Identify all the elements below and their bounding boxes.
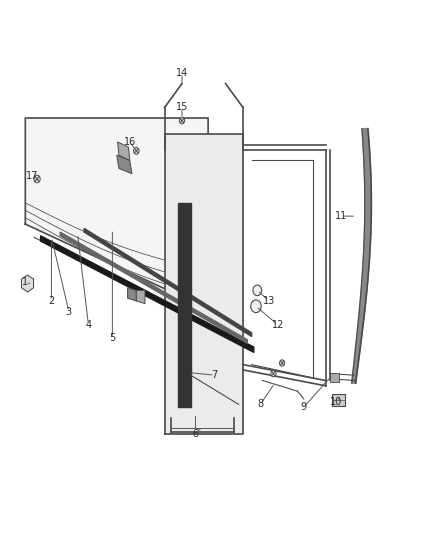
Polygon shape (178, 203, 191, 407)
Text: 5: 5 (109, 333, 116, 343)
Circle shape (279, 360, 285, 366)
Text: 16: 16 (124, 137, 136, 147)
Text: 4: 4 (85, 320, 92, 330)
Text: 1: 1 (22, 277, 28, 287)
Text: 2: 2 (48, 296, 55, 306)
Text: 11: 11 (335, 211, 347, 221)
Text: 17: 17 (26, 172, 38, 181)
Circle shape (251, 300, 261, 313)
Text: 6: 6 (192, 429, 198, 439)
Text: 3: 3 (66, 306, 72, 317)
Circle shape (34, 175, 40, 183)
Circle shape (180, 117, 185, 124)
Text: 10: 10 (330, 397, 343, 407)
Polygon shape (165, 134, 243, 433)
Polygon shape (21, 275, 34, 292)
Polygon shape (84, 228, 252, 336)
Polygon shape (25, 118, 208, 309)
Polygon shape (117, 155, 132, 174)
Bar (332, 394, 345, 407)
Polygon shape (41, 236, 254, 352)
Text: 7: 7 (212, 370, 218, 380)
Text: 14: 14 (176, 68, 188, 78)
Polygon shape (60, 232, 247, 343)
Circle shape (134, 148, 139, 155)
Polygon shape (127, 288, 136, 301)
Polygon shape (136, 290, 145, 304)
Circle shape (253, 285, 261, 296)
Polygon shape (330, 373, 339, 382)
Text: 15: 15 (176, 102, 188, 112)
Text: 13: 13 (263, 296, 275, 306)
Polygon shape (352, 128, 371, 383)
Circle shape (271, 370, 276, 377)
Polygon shape (117, 142, 130, 160)
Text: 12: 12 (272, 320, 284, 330)
Text: 9: 9 (301, 402, 307, 412)
Text: 8: 8 (257, 399, 263, 409)
